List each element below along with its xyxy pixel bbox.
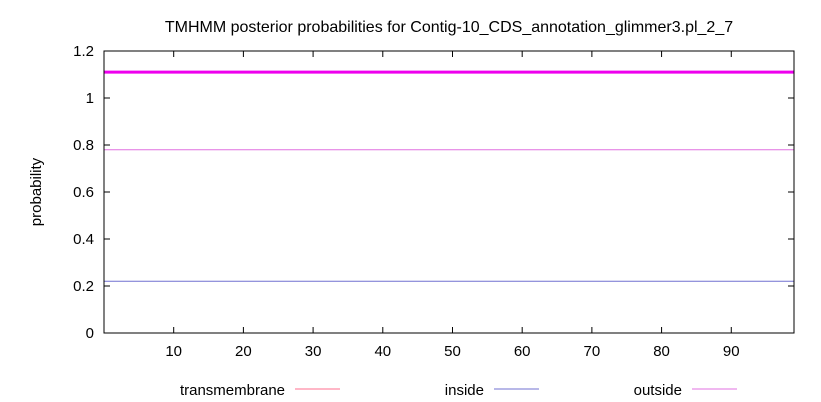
legend: transmembrane inside outside	[180, 382, 737, 399]
x-tick-label: 80	[653, 343, 670, 360]
y-tick-label: 0.4	[73, 231, 94, 248]
legend-label-inside: inside	[445, 382, 484, 399]
x-tick-label: 60	[514, 343, 531, 360]
x-tick-label: 40	[374, 343, 391, 360]
plot-lines	[104, 70, 794, 334]
x-tick-label: 10	[165, 343, 182, 360]
x-tick-label: 90	[723, 343, 740, 360]
chart-title: TMHMM posterior probabilities for Contig…	[165, 19, 733, 36]
y-tick-label: 0.6	[73, 184, 94, 201]
x-tick-label: 70	[584, 343, 601, 360]
y-tick-label: 0.8	[73, 137, 94, 154]
plot-frame	[103, 50, 795, 334]
y-tick-label: 1.2	[73, 43, 94, 60]
x-tick-label: 30	[305, 343, 322, 360]
y-tick-label: 1	[86, 90, 94, 107]
x-axis-ticks: 10 20 30 40 50 60 70 80 90	[165, 51, 740, 360]
legend-label-outside: outside	[634, 382, 682, 399]
y-axis-ticks: 0 0.2 0.4 0.6 0.8 1 1.2	[73, 43, 794, 342]
x-tick-label: 20	[235, 343, 252, 360]
y-tick-label: 0	[86, 325, 94, 342]
y-axis-label: probability	[28, 157, 45, 226]
legend-label-transmembrane: transmembrane	[180, 382, 285, 399]
y-tick-label: 0.2	[73, 278, 94, 295]
x-tick-label: 50	[444, 343, 461, 360]
